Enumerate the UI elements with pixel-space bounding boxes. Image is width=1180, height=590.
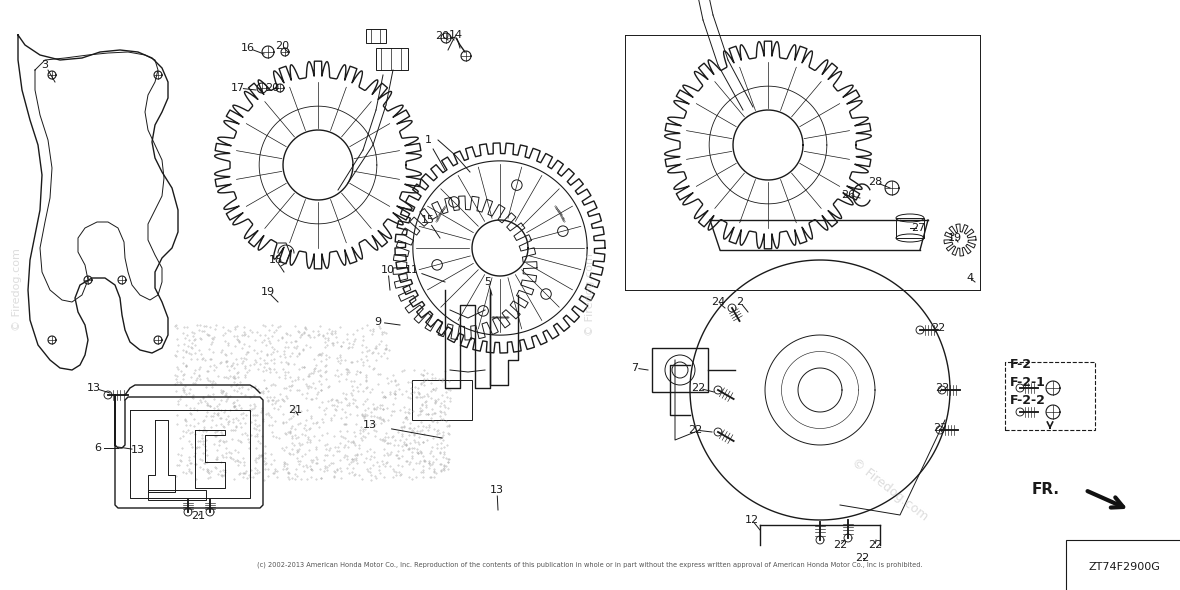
Text: 13: 13	[363, 420, 376, 430]
Bar	[376, 48, 408, 70]
Text: 11: 11	[405, 265, 419, 275]
Text: (c) 2002-2013 American Honda Motor Co., Inc. Reproduction of the contents of thi: (c) 2002-2013 American Honda Motor Co., …	[257, 562, 923, 568]
Text: 22: 22	[935, 383, 949, 393]
Text: 22: 22	[688, 425, 702, 435]
Text: 3: 3	[41, 60, 48, 70]
Text: 5: 5	[485, 277, 492, 287]
Text: ZT74F2900G: ZT74F2900G	[1088, 562, 1160, 572]
Text: 13: 13	[87, 383, 101, 393]
Text: 24: 24	[710, 297, 726, 307]
Text: 21: 21	[191, 511, 205, 521]
Text: 20: 20	[266, 83, 278, 93]
Text: 13: 13	[490, 485, 504, 495]
Text: F-2-1: F-2-1	[1010, 375, 1045, 388]
Text: 4: 4	[966, 273, 974, 283]
Text: 28: 28	[867, 177, 883, 187]
Text: © Firedog.com: © Firedog.com	[585, 254, 595, 336]
Text: 22: 22	[833, 540, 847, 550]
Text: 26: 26	[841, 190, 855, 200]
Text: 22: 22	[933, 423, 948, 433]
Text: 6: 6	[94, 443, 101, 453]
Bar	[896, 218, 924, 238]
Text: 19: 19	[948, 233, 962, 243]
Text: 14: 14	[448, 30, 463, 40]
Bar	[366, 29, 386, 43]
Text: 1: 1	[425, 135, 432, 145]
Text: FR.: FR.	[1032, 483, 1060, 497]
Text: © Firedog.com: © Firedog.com	[12, 248, 22, 332]
Text: © Firedog.com: © Firedog.com	[850, 456, 931, 524]
Text: F-2: F-2	[1010, 359, 1032, 372]
Text: 22: 22	[854, 553, 870, 563]
Bar	[1005, 362, 1095, 430]
Text: 22: 22	[931, 323, 945, 333]
Text: 13: 13	[131, 445, 145, 455]
Bar	[148, 490, 206, 500]
Text: 9: 9	[374, 317, 381, 327]
Text: 15: 15	[421, 215, 435, 225]
Text: 20: 20	[435, 31, 450, 41]
Bar	[412, 380, 472, 420]
Text: 22: 22	[867, 540, 883, 550]
Text: F-2-2: F-2-2	[1010, 394, 1045, 407]
Text: 18: 18	[269, 255, 283, 265]
Text: 20: 20	[275, 41, 289, 51]
Bar	[653, 348, 708, 392]
Text: 2: 2	[736, 297, 743, 307]
Text: 10: 10	[381, 265, 395, 275]
Text: 17: 17	[231, 83, 245, 93]
Text: 7: 7	[631, 363, 638, 373]
Text: 16: 16	[241, 43, 255, 53]
Text: 27: 27	[911, 223, 925, 233]
Text: 21: 21	[288, 405, 302, 415]
Text: 19: 19	[261, 287, 275, 297]
Text: 12: 12	[745, 515, 759, 525]
Text: 22: 22	[690, 383, 706, 393]
